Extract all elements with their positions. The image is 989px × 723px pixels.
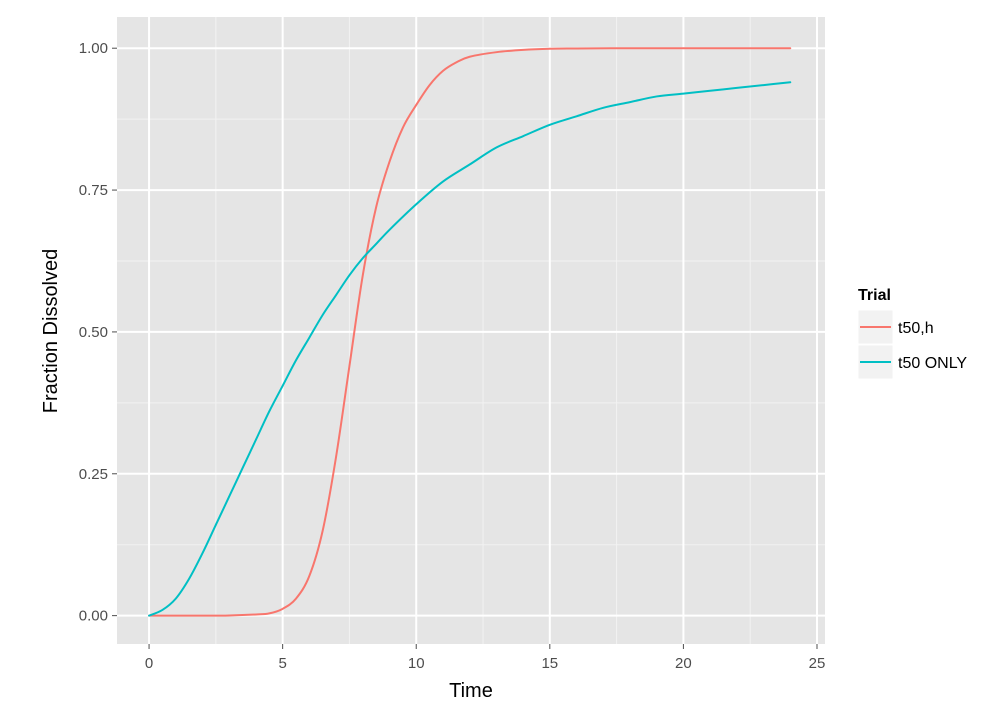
y-tick-label: 0.50: [79, 324, 108, 341]
plot-panel: [117, 17, 825, 644]
y-tick-label: 0.25: [79, 466, 108, 483]
x-axis-title: Time: [449, 680, 493, 702]
x-tick-label: 25: [809, 655, 826, 672]
legend: Trial t50,h t50 ONLY: [857, 287, 967, 380]
major-grid: [117, 17, 825, 644]
x-tick-label: 0: [145, 655, 153, 672]
y-tick-label: 0.00: [79, 608, 108, 625]
legend-label-t50-only: t50 ONLY: [898, 355, 967, 372]
legend-title: Trial: [858, 287, 891, 304]
x-tick-label: 15: [541, 655, 558, 672]
legend-label-t50-h: t50,h: [898, 320, 934, 337]
x-tick-label: 20: [675, 655, 692, 672]
series-line-t50-only: [148, 81, 792, 617]
x-tick-label: 10: [408, 655, 425, 672]
series-layer: [148, 47, 792, 617]
y-axis-title: Fraction Dissolved: [40, 249, 62, 414]
minor-grid: [117, 17, 825, 644]
y-tick-label: 1.00: [79, 40, 108, 57]
series-line-t50-h: [148, 47, 792, 617]
x-tick-label: 5: [278, 655, 286, 672]
y-axis: 0.00 0.25 0.50 0.75 1.00: [79, 40, 117, 625]
y-tick-label: 0.75: [79, 182, 108, 199]
x-axis: 0 5 10 15 20 25: [145, 644, 825, 672]
